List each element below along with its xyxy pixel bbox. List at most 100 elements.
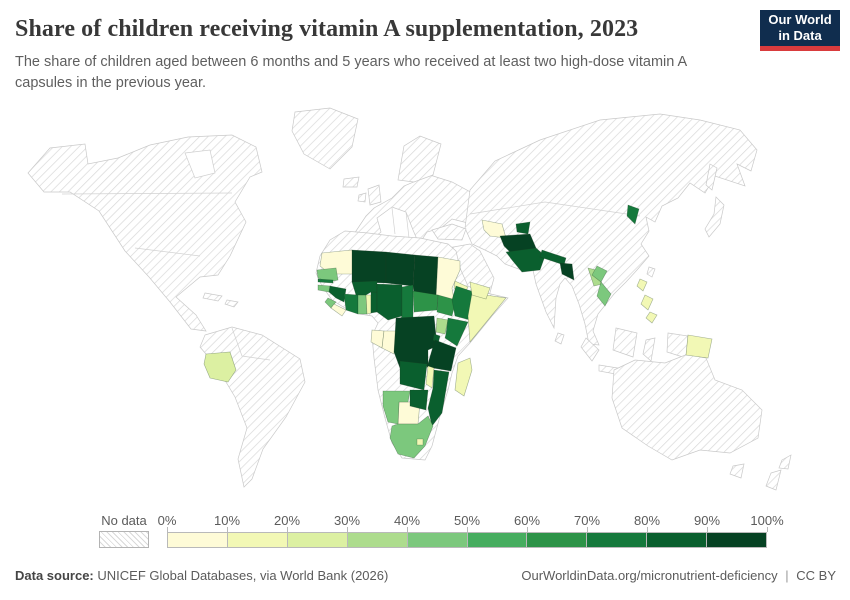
country-philippines[interactable] (636, 278, 648, 292)
country-bolivia[interactable] (203, 351, 237, 383)
border-us-mexico (134, 247, 201, 257)
data-source-label: Data source: (15, 568, 94, 583)
country-yemen[interactable] (469, 281, 491, 300)
data-source-text: UNICEF Global Databases, via World Bank … (97, 568, 389, 583)
chart-subtitle: The share of children aged between 6 mon… (15, 54, 687, 92)
legend-tick-mark (407, 527, 408, 532)
owid-url-link[interactable]: OurWorldinData.org/micronutrient-deficie… (521, 568, 778, 583)
country-uganda[interactable] (435, 317, 449, 335)
legend-tick-mark (767, 527, 768, 532)
country-turkmenistan[interactable] (481, 219, 507, 239)
legend-bin-50-60%[interactable] (466, 533, 527, 547)
country-kenya[interactable] (444, 317, 469, 347)
legend-bin-60-70%[interactable] (526, 533, 587, 547)
legend-tick-label: 0% (157, 513, 177, 528)
country-vietnam-south[interactable] (596, 281, 612, 307)
map-legend: No data 0% 10% 20% 30% 40% 50% 60% 70% 80% 90% 100… (0, 513, 850, 555)
legend-bin-20-30%[interactable] (286, 533, 347, 547)
landmass-anatolia (431, 223, 467, 241)
country-central-african-republic[interactable] (412, 290, 439, 313)
country-mali[interactable] (351, 249, 387, 284)
country-nigeria[interactable] (376, 283, 403, 321)
country-mauritania[interactable] (319, 249, 357, 275)
island-borneo (612, 327, 638, 358)
country-cote-divoire[interactable] (343, 293, 359, 315)
country-south-sudan[interactable] (436, 294, 457, 317)
country-gambia[interactable] (317, 278, 334, 284)
country-benin[interactable] (370, 291, 378, 314)
island-sulawesi (642, 337, 656, 362)
logo-line1: Our World (768, 11, 832, 27)
island-iceland (342, 176, 360, 188)
legend-bin-80-90%[interactable] (646, 533, 707, 547)
country-ghana[interactable] (357, 294, 368, 315)
island-new-guinea-west (666, 332, 689, 359)
country-north-korea[interactable] (626, 204, 640, 225)
country-malawi[interactable] (425, 365, 435, 389)
country-papua-new-guinea[interactable] (685, 334, 713, 359)
legend-tick-label: 70% (573, 513, 601, 528)
country-philippines-central[interactable] (640, 294, 654, 311)
legend-bin-30-40%[interactable] (346, 533, 407, 547)
license-badge: CC BY (796, 568, 836, 583)
country-guinea-bissau[interactable] (317, 284, 331, 293)
legend-bin-90-100%[interactable] (706, 533, 767, 547)
legend-bin-70-80%[interactable] (586, 533, 647, 547)
country-tanzania[interactable] (426, 339, 457, 372)
country-burkina-faso[interactable] (351, 280, 378, 296)
landmass-south-america (199, 326, 306, 488)
no-data-swatch[interactable] (99, 531, 149, 548)
landmass-north-america (27, 134, 263, 332)
legend-tick-mark (347, 527, 348, 532)
legend-bin-10-20%[interactable] (226, 533, 287, 547)
landmass-greenland (291, 107, 359, 170)
country-niger[interactable] (385, 251, 416, 287)
legend-tick-label: 20% (273, 513, 301, 528)
border-us-canada (61, 192, 233, 195)
landmass-australia (611, 353, 763, 461)
legend-bin-40-50%[interactable] (406, 533, 467, 547)
landmass-asia (464, 113, 758, 346)
country-madagascar[interactable] (454, 357, 473, 397)
footer-separator: | (785, 568, 789, 583)
island-taiwan (646, 266, 656, 278)
island-ireland (357, 192, 367, 203)
island-hispaniola (224, 299, 239, 308)
legend-no-data[interactable]: No data (99, 513, 149, 548)
country-dr-congo[interactable] (393, 315, 438, 369)
country-togo[interactable] (365, 294, 372, 315)
country-south-africa[interactable] (389, 415, 434, 459)
country-somalia[interactable] (467, 292, 507, 343)
country-lesotho[interactable] (416, 438, 424, 446)
logo-line2: in Data (778, 28, 822, 43)
legend-tick-mark (467, 527, 468, 532)
country-congo[interactable] (381, 330, 397, 355)
island-sumatra (580, 337, 600, 362)
legend-tick-mark (647, 527, 648, 532)
island-tasmania (729, 463, 745, 479)
data-source-note: Data source: UNICEF Global Databases, vi… (15, 568, 388, 583)
country-guinea[interactable] (328, 285, 347, 303)
legend-tick-label: 40% (393, 513, 421, 528)
island-new-zealand-north (778, 454, 792, 470)
owid-logo[interactable]: Our World in Data (760, 10, 840, 51)
legend-bin-0-10%[interactable] (168, 533, 227, 547)
legend-tick-mark (587, 527, 588, 532)
country-tajikistan[interactable] (515, 221, 531, 235)
country-liberia[interactable] (330, 303, 347, 317)
border-europe (391, 207, 410, 239)
legend-color-bar (167, 532, 767, 548)
island-great-britain (367, 184, 382, 206)
no-data-label: No data (101, 513, 147, 528)
country-zimbabwe[interactable] (409, 389, 429, 411)
legend-tick-mark (527, 527, 528, 532)
island-japan (704, 196, 725, 238)
country-namibia[interactable] (382, 390, 411, 425)
legend-tick-mark (287, 527, 288, 532)
legend-tick-label: 80% (633, 513, 661, 528)
country-philippines-south[interactable] (645, 311, 658, 324)
island-sri-lanka (554, 332, 565, 345)
country-pakistan[interactable] (505, 247, 546, 273)
country-bangladesh[interactable] (559, 262, 575, 281)
